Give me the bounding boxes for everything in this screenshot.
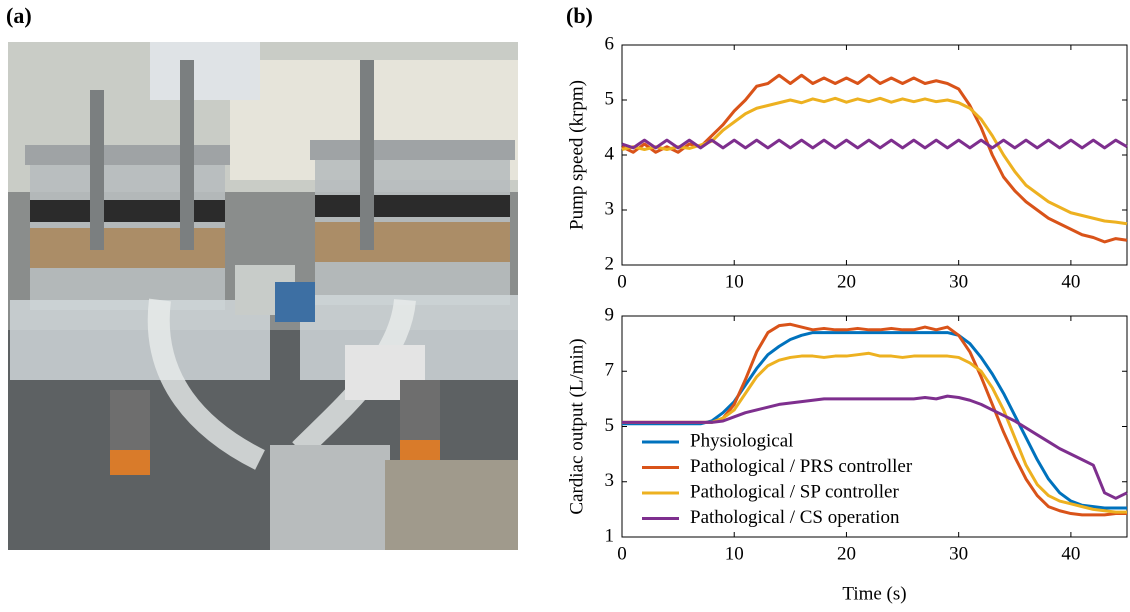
data-line (621, 96, 1128, 226)
panel-label: (b) (566, 3, 593, 28)
y-tick-label: 3 (605, 470, 615, 491)
y-tick-label: 1 (605, 525, 615, 546)
y-tick-label: 4 (605, 143, 615, 164)
x-axis-label: Time (s) (842, 583, 906, 604)
y-tick-label: 5 (605, 415, 615, 436)
legend-label: Pathological / PRS controller (690, 456, 913, 477)
legend-label: Pathological / CS operation (690, 507, 900, 528)
photo (8, 42, 518, 550)
x-tick-label: 20 (837, 543, 856, 564)
x-tick-label: 30 (949, 271, 968, 292)
x-tick-label: 40 (1061, 543, 1080, 564)
x-tick-label: 20 (837, 271, 856, 292)
y-tick-label: 9 (605, 304, 615, 325)
legend-label: Physiological (690, 430, 793, 451)
y-tick-label: 5 (605, 88, 615, 109)
y-tick-label: 6 (605, 33, 615, 54)
data-line (621, 73, 1128, 244)
plot-frame (621, 315, 1128, 538)
x-tick-label: 10 (725, 543, 744, 564)
y-tick-label: 3 (605, 198, 615, 219)
x-tick-label: 30 (949, 543, 968, 564)
y-tick-label: 7 (605, 360, 615, 381)
y-tick-label: 2 (605, 253, 615, 274)
y-axis-label: Cardiac output (L/min) (566, 338, 587, 514)
x-tick-label: 40 (1061, 271, 1080, 292)
legend-label: Pathological / SP controller (690, 481, 899, 502)
x-tick-label: 0 (617, 271, 627, 292)
data-line (621, 138, 1128, 150)
x-tick-label: 10 (725, 271, 744, 292)
data-line (622, 394, 1128, 500)
panel-label: (a) (6, 3, 32, 28)
x-tick-label: 0 (617, 543, 627, 564)
y-axis-label: Pump speed (krpm) (566, 80, 587, 230)
